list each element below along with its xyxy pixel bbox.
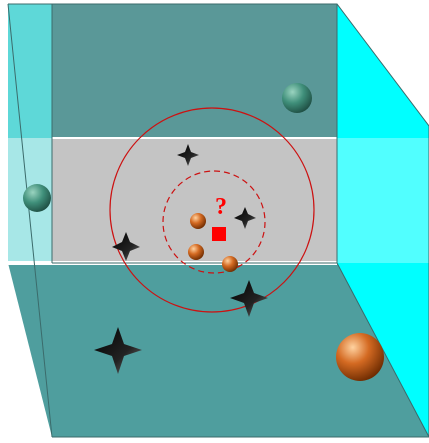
slice-band-right (337, 138, 429, 263)
four-point-star-icon (112, 232, 140, 261)
outer-radius-circle (109, 107, 315, 313)
red-square-icon (212, 227, 226, 241)
four-point-star-icon (230, 280, 268, 317)
teal-sphere-back (282, 83, 312, 113)
four-point-star-icon (94, 327, 142, 374)
orange-sphere (190, 213, 206, 229)
four-point-star-icon (234, 207, 256, 229)
orange-sphere (188, 244, 204, 260)
inner-radius-circle (162, 170, 266, 274)
orange-sphere (222, 256, 238, 272)
box-outline (7, 3, 429, 438)
query-label: ? (215, 194, 227, 220)
right-wall (337, 4, 429, 437)
four-point-star-icon (177, 144, 199, 166)
teal-sphere-left (23, 184, 51, 212)
slice-band-back (52, 138, 337, 263)
orange-sphere-large (336, 333, 384, 381)
floor (8, 263, 429, 437)
